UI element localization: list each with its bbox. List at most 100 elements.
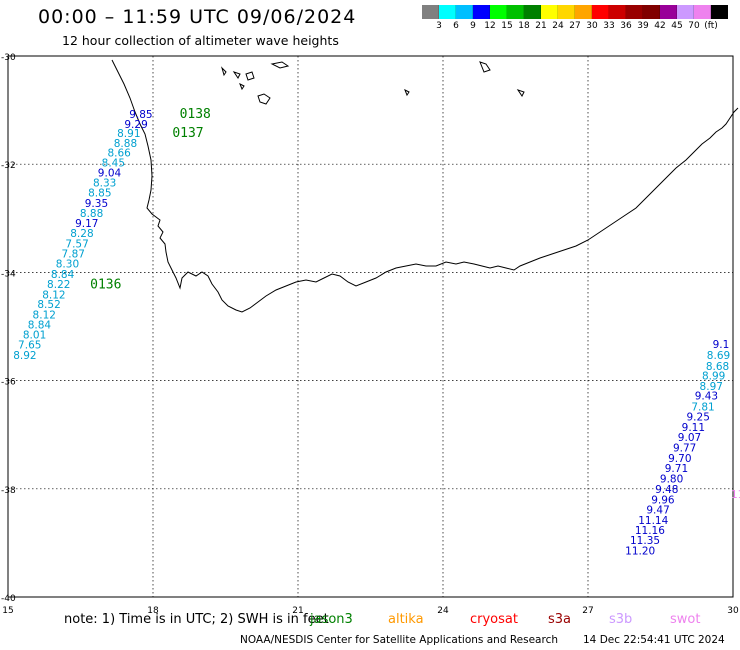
- legend-label-14: 45: [671, 21, 683, 31]
- legend-swatch-9: [575, 5, 592, 19]
- west-track-value-24: 8.92: [13, 350, 36, 362]
- legend-label-6: 21: [535, 21, 547, 31]
- lon-label-15: 15: [2, 606, 13, 616]
- legend-swatch-13: [643, 5, 660, 19]
- map-subtitle: 12 hour collection of altimeter wave hei…: [62, 33, 339, 48]
- east-track-value-15: 9.96: [651, 494, 675, 506]
- island-3: [245, 71, 255, 81]
- legend-swatch-12: [626, 5, 643, 19]
- legend-color-bar: [422, 5, 728, 19]
- legend-swatch-3: [473, 5, 490, 19]
- east-track-value-13: 9.80: [660, 473, 683, 485]
- island-8: [404, 88, 410, 97]
- credit-text: NOAA/NESDIS Center for Satellite Applica…: [240, 634, 558, 646]
- legend-label-2: 9: [470, 21, 476, 31]
- east-track-value-20: 11.20: [625, 545, 655, 557]
- west-track-value-14: 7.87: [62, 248, 85, 260]
- legend-labels: 3 6 9 12 15 18 21 24 27 30 33 36 39 42 45 70 (ft): [422, 19, 728, 33]
- sat-swot: swot: [670, 612, 701, 627]
- credit-timestamp: 14 Dec 22:54:41 UTC 2024: [583, 634, 725, 646]
- island-2: [232, 71, 241, 79]
- east-track-value-19: 11.35: [630, 535, 660, 547]
- legend-swatch-15: [677, 5, 694, 19]
- legend-label-15: 70: [688, 21, 700, 31]
- west-track-value-0: 9.85: [129, 109, 152, 121]
- lon-label-18: 18: [147, 606, 159, 616]
- west-track-value-21: 8.84: [28, 320, 52, 332]
- west-track-value-12: 8.28: [70, 228, 93, 240]
- west-track-value-4: 8.66: [107, 148, 131, 160]
- east-track-value-7: 9.25: [687, 412, 710, 424]
- west-track-value-13: 7.57: [65, 239, 88, 251]
- legend-swatch-16: [694, 5, 711, 19]
- island-9: [516, 89, 525, 97]
- legend-label-5: 18: [518, 21, 530, 31]
- west-track-value-15: 8.30: [56, 259, 79, 271]
- west-track-value-20: 8.12: [33, 309, 56, 321]
- sat-altika: altika: [388, 612, 424, 627]
- pass-label-0137: 0137: [172, 126, 203, 141]
- lon-label-24: 24: [437, 606, 449, 616]
- west-track-value-23: 7.65: [18, 340, 41, 352]
- island-5: [257, 93, 271, 105]
- legend-label-9: 30: [586, 21, 598, 31]
- legend-swatch-0: [422, 5, 439, 19]
- east-track-value-10: 9.77: [673, 442, 696, 454]
- island-7: [479, 61, 491, 73]
- axis-tick-labels: 15 18 21 24 27 30 -30 -32 -34 -36 -38 -40: [1, 53, 739, 616]
- west-track-value-18: 8.12: [42, 289, 65, 301]
- west-track-value-3: 8.88: [114, 138, 137, 150]
- lat-label--32: -32: [1, 161, 16, 171]
- west-track-value-16: 8.84: [51, 269, 75, 281]
- legend-label-0: 3: [436, 21, 442, 31]
- pass-labels: 0138 0137 0136: [90, 107, 211, 292]
- west-track-value-6: 9.04: [98, 168, 122, 180]
- coastline: [111, 59, 739, 313]
- east-track-value-5: 9.43: [695, 391, 718, 403]
- legend-swatch-2: [456, 5, 473, 19]
- west-track-value-7: 8.33: [93, 177, 116, 189]
- sat-jason3: jason3: [310, 612, 353, 627]
- legend-label-4: 15: [501, 21, 513, 31]
- east-track-value-9: 9.07: [678, 432, 701, 444]
- island-6: [239, 82, 245, 91]
- pass-label-0136: 0136: [90, 278, 121, 293]
- legend-swatch-1: [439, 5, 456, 19]
- island-1: [220, 66, 227, 77]
- east-track-value-12: 9.71: [665, 463, 688, 475]
- legend-label-16: (ft): [704, 21, 718, 31]
- legend-label-1: 6: [453, 21, 459, 31]
- west-track-value-11: 9.17: [75, 218, 98, 230]
- sat-cryosat: cryosat: [470, 612, 518, 627]
- pass-label-0138: 0138: [180, 107, 211, 122]
- lat-label--30: -30: [1, 53, 16, 63]
- east-track-value-1: 8.69: [707, 350, 730, 362]
- island-4: [270, 61, 290, 69]
- legend-label-7: 24: [552, 21, 564, 31]
- lon-label-27: 27: [582, 606, 593, 616]
- west-track-value-17: 8.22: [47, 279, 70, 291]
- west-track: 9.859.298.918.888.668.459.048.338.859.35…: [13, 109, 152, 362]
- legend-swatch-5: [507, 5, 524, 19]
- legend-label-10: 33: [603, 21, 615, 31]
- wave-height-legend: 3 6 9 12 15 18 21 24 27 30 33 36 39 42 45 70 (ft): [422, 5, 728, 33]
- legend-label-8: 27: [569, 21, 581, 31]
- lat-label--40: -40: [1, 594, 16, 604]
- map-frame: [7, 55, 734, 598]
- west-track-value-22: 8.01: [23, 329, 46, 341]
- legend-label-3: 12: [484, 21, 496, 31]
- west-track-value-2: 8.91: [117, 128, 140, 140]
- satellite-key: jason3 altika cryosat s3a s3b swot: [0, 612, 740, 628]
- legend-label-13: 42: [654, 21, 666, 31]
- legend-label-11: 36: [620, 21, 632, 31]
- east-track-value-3: 8.99: [702, 371, 725, 383]
- legend-swatch-17: [711, 5, 728, 19]
- partial-swot-value: 110: [731, 489, 740, 501]
- east-track-value-17: 11.14: [638, 515, 668, 527]
- west-track-value-1: 9.29: [124, 119, 147, 131]
- map-title: 00:00 – 11:59 UTC 09/06/2024: [38, 6, 357, 28]
- sat-s3b: s3b: [609, 612, 633, 627]
- east-track: 9.18.698.688.998.979.437.819.259.119.079…: [625, 339, 730, 557]
- east-track-value-6: 7.81: [691, 401, 714, 413]
